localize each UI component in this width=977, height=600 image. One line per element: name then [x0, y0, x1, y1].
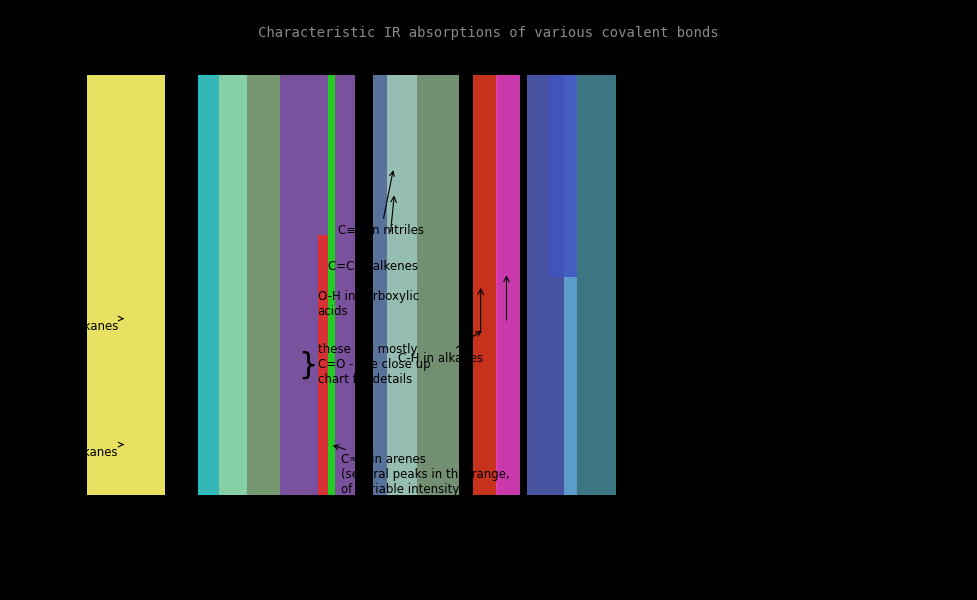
Bar — [473, 75, 497, 495]
Bar — [199, 75, 246, 495]
Text: C-Br in
bromoalkanes: C-Br in bromoalkanes — [36, 305, 123, 332]
Text: C≡N in nitriles: C≡N in nitriles — [338, 172, 424, 237]
Bar — [219, 75, 280, 495]
Bar — [87, 75, 165, 495]
Bar — [564, 75, 616, 495]
Bar — [328, 75, 335, 495]
Text: }: } — [298, 350, 318, 379]
Text: C-Cl in
chloroalkanes: C-Cl in chloroalkanes — [36, 431, 123, 458]
Bar — [495, 75, 520, 495]
Bar — [527, 75, 577, 495]
Text: O-H in carboxylic
acids: O-H in carboxylic acids — [318, 290, 419, 318]
Text: Characteristic IR absorptions of various covalent bonds: Characteristic IR absorptions of various… — [258, 26, 719, 40]
Text: C-H in alkanes: C-H in alkanes — [398, 331, 483, 365]
Bar — [387, 75, 459, 495]
Text: these are mostly
C=O - see close up
chart for details: these are mostly C=O - see close up char… — [318, 343, 430, 386]
Bar — [280, 75, 355, 495]
Bar — [318, 235, 330, 495]
Text: C-F in
fluoroalkanes: C-F in fluoroalkanes — [173, 499, 252, 599]
Bar — [373, 75, 417, 495]
Text: C≈C in arenes
(several peaks in this range,
of variable intensity): C≈C in arenes (several peaks in this ran… — [334, 445, 510, 496]
Text: C-H in alkenes: C-H in alkenes — [478, 499, 563, 584]
Text: C-H in alkynes: C-H in alkynes — [548, 499, 633, 584]
Text: C=C in alkenes: C=C in alkenes — [328, 260, 418, 272]
Text: C-O in alcohols,
ethers and esters: C-O in alcohols, ethers and esters — [255, 499, 360, 599]
Bar — [548, 75, 577, 277]
